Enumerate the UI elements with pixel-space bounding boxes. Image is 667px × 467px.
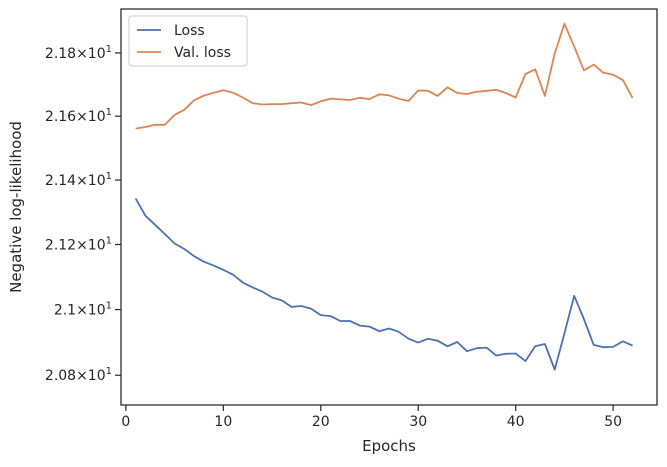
x-tick-label: 10 (214, 414, 232, 430)
y-tick-label: 2.08×101 (45, 366, 112, 384)
series-lines (134, 22, 634, 371)
y-tick-label: 2.14×101 (45, 171, 112, 189)
x-axis-ticks: 0 10 20 30 40 50 (121, 405, 622, 430)
legend-box (128, 15, 248, 67)
y-tick-label: 2.18×101 (45, 44, 112, 62)
x-tick-label: 50 (604, 414, 622, 430)
y-tick-label: 2.1×101 (54, 301, 112, 319)
val-loss-line (135, 22, 634, 130)
y-axis-ticks: 2.08×101 2.1×101 2.12×101 2.14×101 2.16×101 2… (45, 44, 121, 384)
x-tick-label: 30 (409, 414, 427, 430)
plot-area (121, 9, 657, 405)
plot-frame (120, 8, 658, 406)
x-tick-label: 20 (312, 414, 330, 430)
x-tick-label: 40 (507, 414, 525, 430)
legend-label-val-loss: Val. loss (174, 45, 231, 61)
loss-line (134, 197, 633, 371)
y-tick-label: 2.12×101 (45, 235, 112, 253)
y-axis-label: Negative log-likelihood (7, 121, 25, 293)
y-tick-label: 2.16×101 (45, 107, 112, 125)
legend-label-loss: Loss (174, 23, 205, 39)
x-tick-label: 0 (121, 414, 130, 430)
x-axis-label: Epochs (362, 437, 416, 455)
legend: Loss Val. loss (128, 15, 248, 67)
